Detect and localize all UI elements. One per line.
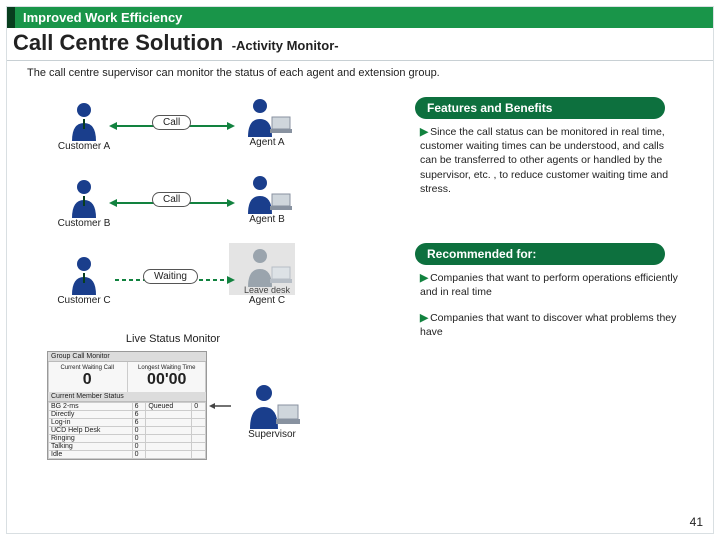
supervisor-label: Supervisor [232, 429, 312, 440]
agent-away-icon [242, 247, 292, 287]
monitor-longest-value: 00'00 [128, 371, 207, 389]
leave-desk-label: Leave desk [232, 285, 302, 295]
link-a-label: Call [152, 115, 191, 130]
diagram-canvas: Customer A Agent A Call Customer B [7, 83, 713, 533]
agent-b: Agent B [232, 174, 302, 225]
category-bar: Improved Work Efficiency [7, 7, 713, 28]
page-number: 41 [690, 515, 703, 529]
rec-2-text: Companies that want to discover what pro… [420, 312, 676, 338]
recommended-bullet-1: ▶Companies that want to perform operatio… [420, 271, 680, 299]
agent-c-label: Agent C [232, 295, 302, 306]
bullet-marker-icon: ▶ [420, 125, 428, 139]
monitor-hdr: Group Call Monitor [48, 352, 206, 362]
customer-a-label: Customer A [49, 141, 119, 152]
feature-bullet-1: ▶Since the call status can be monitored … [420, 125, 680, 196]
customer-icon [67, 101, 101, 141]
customer-b-label: Customer B [49, 218, 119, 229]
link-b-label: Call [152, 192, 191, 207]
bullet-marker-icon: ▶ [420, 271, 428, 285]
customer-icon [67, 255, 101, 295]
recommended-heading: Recommended for: [415, 243, 665, 265]
page-description: The call centre supervisor can monitor t… [7, 61, 713, 79]
rec-1-text: Companies that want to perform operation… [420, 272, 678, 298]
recommended-bullet-2: ▶Companies that want to discover what pr… [420, 311, 680, 339]
feature-1-text: Since the call status can be monitored i… [420, 126, 668, 195]
agent-icon [242, 174, 292, 214]
bullet-marker-icon: ▶ [420, 311, 428, 325]
agent-a-label: Agent A [232, 137, 302, 148]
monitor-status-hdr: Current Member Status [48, 392, 206, 402]
page-subtitle: -Activity Monitor- [232, 38, 339, 53]
features-heading: Features and Benefits [415, 97, 665, 119]
agent-a: Agent A [232, 97, 302, 148]
supervisor: Supervisor [232, 383, 312, 440]
agent-icon [242, 97, 292, 137]
customer-icon [67, 178, 101, 218]
monitor-title: Live Status Monitor [103, 333, 243, 345]
supervisor-arrow [209, 399, 237, 413]
supervisor-icon [244, 383, 300, 429]
monitor-panel: Group Call Monitor Current Waiting Call … [47, 351, 207, 460]
monitor-table: BG 2-ms6Queued0Directly6Log-in6UCD Help … [48, 402, 206, 459]
monitor-waiting-value: 0 [48, 371, 127, 389]
title-row: Call Centre Solution -Activity Monitor- [7, 28, 713, 61]
agent-b-label: Agent B [232, 214, 302, 225]
customer-c-label: Customer C [49, 295, 119, 306]
link-c-label: Waiting [143, 269, 198, 284]
page-title: Call Centre Solution [13, 30, 223, 55]
agent-c: Leave desk Agent C [232, 247, 302, 306]
